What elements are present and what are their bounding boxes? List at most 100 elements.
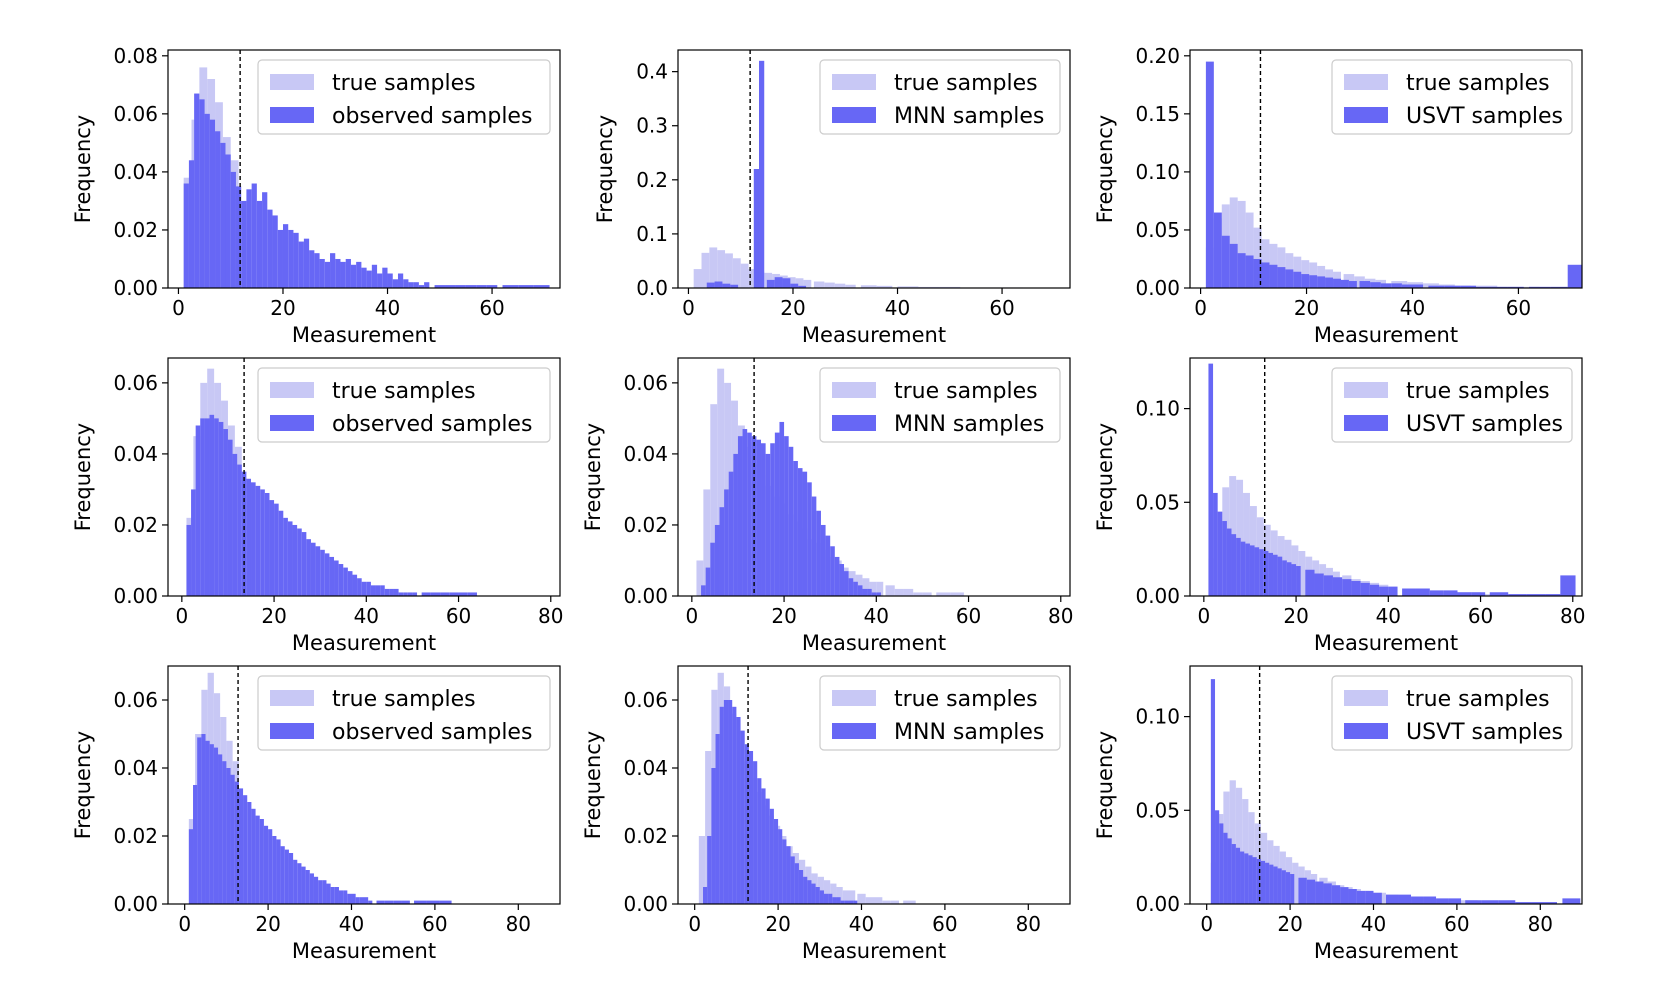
model-samples-bar: [1515, 902, 1532, 904]
model-samples-bar: [326, 883, 331, 904]
y-tick-label: 0.06: [623, 371, 668, 395]
model-samples-bar: [1231, 534, 1237, 596]
model-samples-bar: [292, 524, 298, 596]
legend-entry-true: true samples: [894, 687, 1038, 712]
model-samples-bar: [434, 285, 446, 288]
model-samples-bar: [862, 588, 868, 596]
model-samples-bar: [747, 432, 752, 596]
y-tick-label: 0.02: [113, 513, 158, 537]
model-samples-bar: [1285, 269, 1294, 288]
y-tick-label: 0.3: [636, 114, 668, 138]
y-tick-label: 0.04: [113, 442, 158, 466]
true-samples-bar: [950, 592, 964, 596]
legend-swatch-samples: [1344, 107, 1388, 123]
model-samples-bar: [839, 564, 845, 596]
y-tick-label: 0.2: [636, 168, 668, 192]
model-samples-bar: [238, 788, 244, 904]
histogram-panel-8: 0 20 40 60 80 0.00 0.02 0.04 0.06 Measurement Freq…: [581, 665, 1071, 963]
x-tick-label: 40: [339, 912, 364, 936]
histogram-panel-9: 0 20 40 60 80 0.00 0.05 0.10 Measurement Frequenc…: [1093, 665, 1583, 963]
legend-swatch-true: [270, 74, 314, 90]
model-samples-bar: [701, 585, 706, 596]
model-samples-bar: [1231, 844, 1236, 904]
x-tick-label: 20: [255, 912, 280, 936]
model-samples-bar: [309, 250, 315, 288]
legend-entry-true: true samples: [332, 687, 476, 712]
model-samples-bar: [329, 556, 335, 596]
model-samples-bar: [287, 521, 293, 596]
x-axis-label: Measurement: [1314, 323, 1458, 347]
model-samples-bar: [797, 468, 803, 596]
model-samples-bar: [204, 113, 210, 288]
legend: true samples USVT samples: [1331, 367, 1573, 443]
x-axis-label: Measurement: [802, 631, 946, 655]
model-samples-bar: [1567, 264, 1582, 288]
model-samples-bar: [293, 232, 299, 288]
legend-box: [257, 59, 551, 135]
model-samples-bar: [247, 802, 252, 904]
model-samples-bar: [1273, 866, 1278, 904]
model-samples-bar: [728, 700, 733, 904]
model-samples-bar: [784, 436, 789, 596]
y-tick-label: 0.10: [1135, 397, 1180, 421]
model-samples-bar: [334, 887, 339, 904]
model-samples-bar: [439, 900, 452, 904]
legend-swatch-true: [1344, 74, 1388, 90]
true-samples-bar: [1237, 200, 1246, 288]
model-samples-bar: [779, 421, 785, 596]
model-samples-bar: [260, 489, 265, 596]
model-samples-bar: [387, 273, 393, 288]
model-samples-bar: [263, 825, 269, 904]
model-samples-bar: [200, 418, 205, 596]
y-tick-label: 0.06: [113, 371, 158, 395]
model-samples-bar: [751, 436, 757, 596]
legend-box: [1331, 59, 1573, 135]
bars-group: [693, 60, 1023, 288]
model-samples-bar: [1219, 823, 1224, 904]
model-samples-bar: [277, 229, 283, 288]
model-samples-bar: [1213, 492, 1218, 596]
model-samples-bar: [264, 492, 270, 596]
model-samples-bar: [213, 747, 219, 904]
true-samples-bar: [748, 269, 757, 288]
model-samples-bar: [1508, 594, 1527, 596]
model-samples-bar: [798, 870, 804, 904]
x-tick-label: 20: [1283, 604, 1308, 628]
y-tick-label: 0.04: [113, 160, 158, 184]
model-samples-bar: [1249, 545, 1255, 596]
true-samples-bar: [1309, 262, 1318, 288]
model-samples-bar: [401, 900, 410, 904]
model-samples-bar: [761, 788, 766, 904]
true-samples-bar: [703, 489, 711, 596]
model-samples-bar: [234, 781, 239, 904]
y-tick-label: 0.02: [113, 218, 158, 242]
true-samples-bar: [1245, 212, 1254, 288]
model-samples-bar: [424, 282, 430, 288]
y-axis-label: Frequency: [593, 115, 617, 224]
axes-frame: [167, 665, 561, 905]
model-samples-bar: [719, 706, 724, 904]
model-samples-bar: [335, 258, 341, 288]
model-samples-bar: [1254, 547, 1260, 596]
model-samples-bar: [393, 900, 402, 904]
model-samples-bar: [853, 581, 858, 596]
model-samples-bar: [359, 897, 364, 904]
axes-frame: [1189, 49, 1583, 289]
true-samples-bar: [1292, 862, 1299, 904]
model-samples-bar: [310, 542, 316, 596]
x-tick-label: 20: [765, 912, 790, 936]
legend: true samples USVT samples: [1331, 59, 1573, 135]
true-samples-bar: [836, 887, 843, 904]
x-tick-label: 80: [1560, 604, 1585, 628]
x-tick-label: 40: [1400, 296, 1425, 320]
model-samples-bar: [330, 887, 335, 904]
x-tick-label: 60: [1506, 296, 1531, 320]
true-samples-bar: [869, 581, 877, 596]
model-samples-bar: [1465, 900, 1482, 904]
true-samples-bar: [897, 286, 919, 288]
x-axis-label: Measurement: [802, 323, 946, 347]
model-samples-bar: [753, 169, 760, 288]
model-samples-bar: [226, 768, 231, 904]
model-samples-bar: [761, 443, 766, 596]
legend-entry-true: true samples: [1406, 71, 1550, 96]
